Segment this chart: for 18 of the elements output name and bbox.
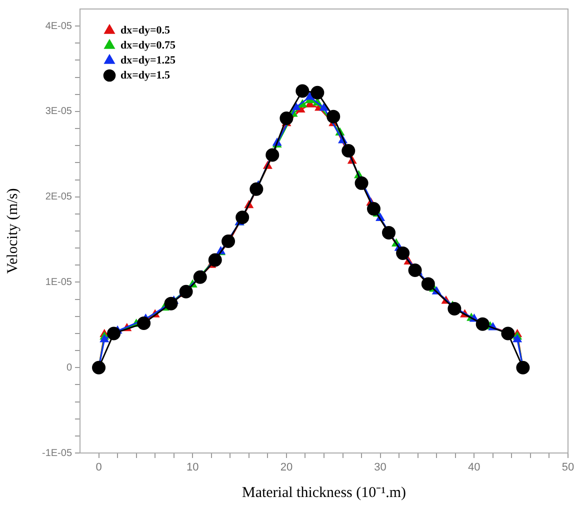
x-tick-label: 30: [374, 462, 386, 474]
legend-label: dx=dy=1.5: [120, 69, 171, 82]
x-tick-label: 40: [468, 462, 480, 474]
y-tick-label: -1E-05: [42, 448, 72, 459]
x-tick-label: 10: [186, 462, 199, 474]
x-axis-title: Material thickness (10⁻¹.m): [242, 484, 406, 501]
y-tick-label: 1E-05: [45, 276, 72, 288]
legend-label: dx=dy=0.75: [120, 39, 176, 52]
y-tick-label: 2E-05: [45, 192, 72, 203]
y-tick-label: 0: [66, 362, 72, 374]
x-tick-label: 0: [96, 462, 102, 474]
x-tick-label: 20: [280, 462, 293, 474]
legend-label: dx=dy=1.25: [120, 54, 176, 66]
y-tick-label: 4E-05: [45, 20, 72, 32]
x-tick-label: 50: [562, 462, 574, 474]
y-tick-label: 3E-05: [45, 106, 72, 118]
y-axis-title: Velocity (m/s): [4, 188, 21, 274]
legend-label: dx=dy=0.5: [120, 24, 171, 36]
